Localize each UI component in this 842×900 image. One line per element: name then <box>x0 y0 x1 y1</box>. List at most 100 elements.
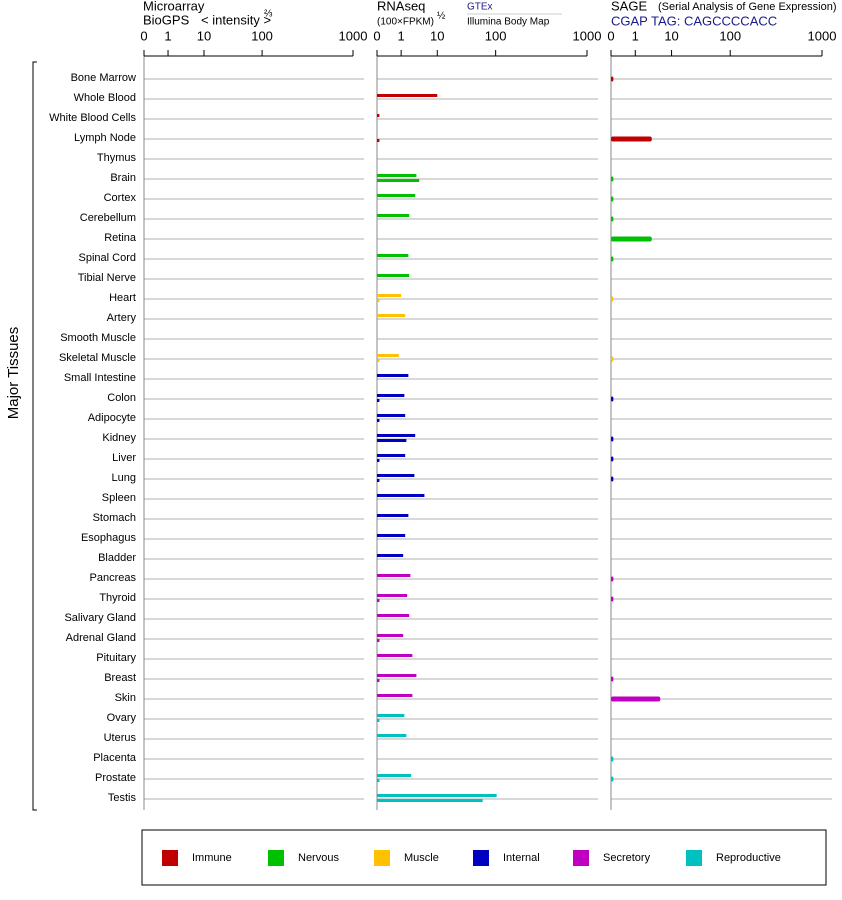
bar <box>377 614 410 617</box>
x-tick-label: 1000 <box>808 28 837 43</box>
category-label: Ovary <box>107 712 137 724</box>
bar <box>377 639 380 642</box>
category-label: Placenta <box>93 752 137 764</box>
bar <box>377 574 411 577</box>
legend-box <box>141 829 827 886</box>
bar <box>611 256 614 262</box>
bar <box>377 254 409 257</box>
bar <box>377 394 405 397</box>
category-label: Lung <box>112 472 136 484</box>
category-label: Thyroid <box>99 592 136 604</box>
category-label: Artery <box>107 312 137 324</box>
bar <box>611 696 661 702</box>
bar <box>611 296 614 302</box>
x-tick-label: 0 <box>140 28 147 43</box>
bar <box>611 476 614 482</box>
bar <box>377 354 399 357</box>
category-label: Uterus <box>104 732 137 744</box>
x-tick-label: 100 <box>251 28 273 43</box>
panel-title: Microarray <box>143 0 205 13</box>
bar <box>377 674 417 677</box>
bar <box>377 454 406 457</box>
category-label: Stomach <box>93 512 136 524</box>
x-tick-label: 10 <box>430 28 444 43</box>
category-label: Whole Blood <box>74 92 136 104</box>
bar <box>377 714 405 717</box>
category-label: Liver <box>112 452 136 464</box>
x-tick-label: 1000 <box>339 28 368 43</box>
bar <box>377 779 380 782</box>
bar <box>611 676 614 682</box>
legend-swatch <box>573 850 589 866</box>
panel-subtitle: (Serial Analysis of Gene Expression) <box>658 1 837 13</box>
category-label: Heart <box>109 292 136 304</box>
bar <box>377 734 407 737</box>
category-label: Smooth Muscle <box>60 332 136 344</box>
bar <box>611 356 614 362</box>
bar <box>377 459 380 462</box>
category-label: Thymus <box>97 152 137 164</box>
bar <box>377 474 415 477</box>
bar <box>377 514 409 517</box>
x-tick-label: 100 <box>719 28 741 43</box>
category-label: Pituitary <box>96 652 136 664</box>
category-label: Small Intestine <box>64 372 136 384</box>
bar <box>377 314 406 317</box>
legend-swatch <box>162 850 178 866</box>
bar <box>611 76 614 82</box>
bar <box>377 114 380 117</box>
bar <box>377 654 413 657</box>
tag-label: CGAP TAG: CAGCCCCACC <box>611 13 777 28</box>
x-tick-label: 100 <box>485 28 507 43</box>
category-label: Kidney <box>102 432 136 444</box>
axis-exponent: ½ <box>437 11 446 22</box>
panel-subtitle: BioGPS <box>143 12 190 27</box>
x-tick-label: 1 <box>398 28 405 43</box>
bar <box>377 439 407 442</box>
y-axis-label: Major Tissues <box>5 327 22 420</box>
legend-label: Immune <box>192 852 232 864</box>
bar <box>611 396 614 402</box>
bar <box>377 359 380 362</box>
legend-label: Secretory <box>603 852 651 864</box>
category-label: Bladder <box>98 552 136 564</box>
legend-label: Muscle <box>404 852 439 864</box>
legend-swatch <box>374 850 390 866</box>
bar <box>377 634 404 637</box>
bar <box>377 174 417 177</box>
bar <box>377 599 380 602</box>
bar <box>377 534 406 537</box>
category-label: Salivary Gland <box>64 612 136 624</box>
bar <box>377 94 438 97</box>
category-label: Pancreas <box>90 572 137 584</box>
bar <box>377 194 416 197</box>
bar <box>377 374 409 377</box>
bar <box>611 216 614 222</box>
x-tick-label: 1 <box>164 28 171 43</box>
bar <box>611 176 614 182</box>
series-label: GTEx <box>467 2 493 13</box>
bar <box>377 139 380 142</box>
category-label: Cortex <box>104 192 137 204</box>
x-tick-label: 1 <box>632 28 639 43</box>
bar <box>377 294 402 297</box>
bar <box>611 776 614 782</box>
bar <box>377 399 380 402</box>
bar <box>377 554 404 557</box>
category-label: Adipocyte <box>88 412 136 424</box>
bar <box>377 694 413 697</box>
category-label: Bone Marrow <box>71 72 136 84</box>
bar <box>377 434 416 437</box>
x-tick-label: 1000 <box>573 28 602 43</box>
bar <box>611 596 614 602</box>
series-label: Illumina Body Map <box>467 17 550 28</box>
axis-exponent: ⅔ <box>264 9 273 20</box>
bar <box>377 679 380 682</box>
category-label: Tibial Nerve <box>78 272 136 284</box>
x-tick-label: 10 <box>664 28 678 43</box>
category-label: Retina <box>104 232 137 244</box>
bar <box>611 136 652 142</box>
bar <box>377 274 410 277</box>
category-label: Adrenal Gland <box>66 632 136 644</box>
bar <box>377 414 406 417</box>
